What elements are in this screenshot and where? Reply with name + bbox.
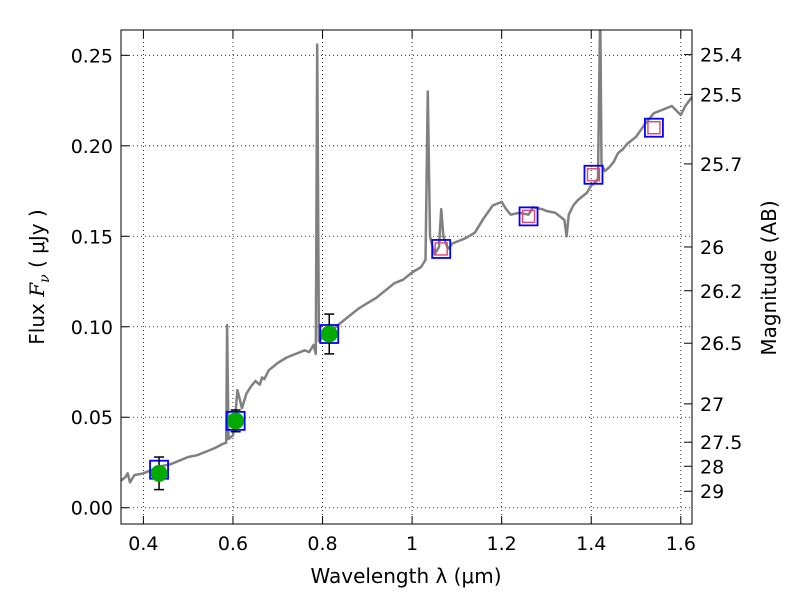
y-tick-label: 0.20 xyxy=(71,136,113,158)
magnitude-tick-label: 27 xyxy=(700,394,724,416)
upper-limit-marker xyxy=(647,121,661,135)
magnitude-tick-label: 26 xyxy=(700,237,724,259)
y-axis-title-prefix: Flux xyxy=(25,297,49,345)
y-axis-title: Flux Fν ( μJy ) xyxy=(25,209,53,344)
y-axis-ticks: 0.00 0.05 0.10 0.15 0.20 0.25 xyxy=(71,45,129,520)
magnitude-tick-label: 29 xyxy=(700,481,724,503)
y-axis-title-subscript: ν xyxy=(37,274,53,283)
y-tick-label: 0.10 xyxy=(71,317,113,339)
y-tick-label: 0.05 xyxy=(71,407,113,429)
synthetic-flux-marker xyxy=(431,239,452,259)
x-tick-label: 0.8 xyxy=(307,533,337,555)
magnitude-axis-ticks: 25.4 25.5 25.7 26 26.2 26.5 27 27.528 29 xyxy=(684,45,742,503)
x-tick-label: 0.6 xyxy=(218,533,248,555)
magnitude-tick-label: 28 xyxy=(700,456,724,478)
synthetic-flux-marker xyxy=(644,117,664,138)
magnitude-axis-title: Magnitude (AB) xyxy=(757,200,781,355)
magnitude-tick-label: 27.5 xyxy=(700,432,742,454)
synthetic-flux-marker xyxy=(518,206,539,227)
plot-frame xyxy=(120,29,693,525)
y-axis-title-unit: ( μJy ) xyxy=(25,209,49,274)
x-tick-label: 1.2 xyxy=(487,533,517,555)
x-tick-label: 0.4 xyxy=(128,533,158,555)
y-tick-label: 0.15 xyxy=(71,226,113,248)
magnitude-tick-label: 25.7 xyxy=(700,154,742,176)
magnitude-tick-label: 25.4 xyxy=(700,45,742,67)
x-axis-ticks: 0.4 0.6 0.8 1 1.2 1.4 1.6 xyxy=(128,30,696,555)
y-tick-label: 0.25 xyxy=(71,45,113,67)
observed-flux-point xyxy=(150,464,168,482)
x-tick-label: 1.4 xyxy=(576,533,606,555)
magnitude-tick-label: 26.2 xyxy=(700,281,742,303)
y-axis-title-symbol: F xyxy=(25,282,49,298)
photometry-layer xyxy=(149,117,664,491)
x-tick-label: 1.6 xyxy=(666,533,696,555)
upper-limit-marker xyxy=(434,242,448,256)
magnitude-tick-label: 26.5 xyxy=(700,333,742,355)
upper-limit-marker xyxy=(586,168,601,182)
synthetic-flux-marker xyxy=(583,164,604,185)
observed-flux-point xyxy=(320,325,338,343)
y-tick-label: 0.00 xyxy=(71,498,113,520)
magnitude-tick-label: 25.5 xyxy=(700,84,742,106)
x-axis-title: Wavelength λ (μm) xyxy=(310,564,501,588)
x-tick-label: 1 xyxy=(406,533,418,555)
observed-flux-point xyxy=(227,412,245,430)
upper-limit-marker xyxy=(521,209,536,224)
